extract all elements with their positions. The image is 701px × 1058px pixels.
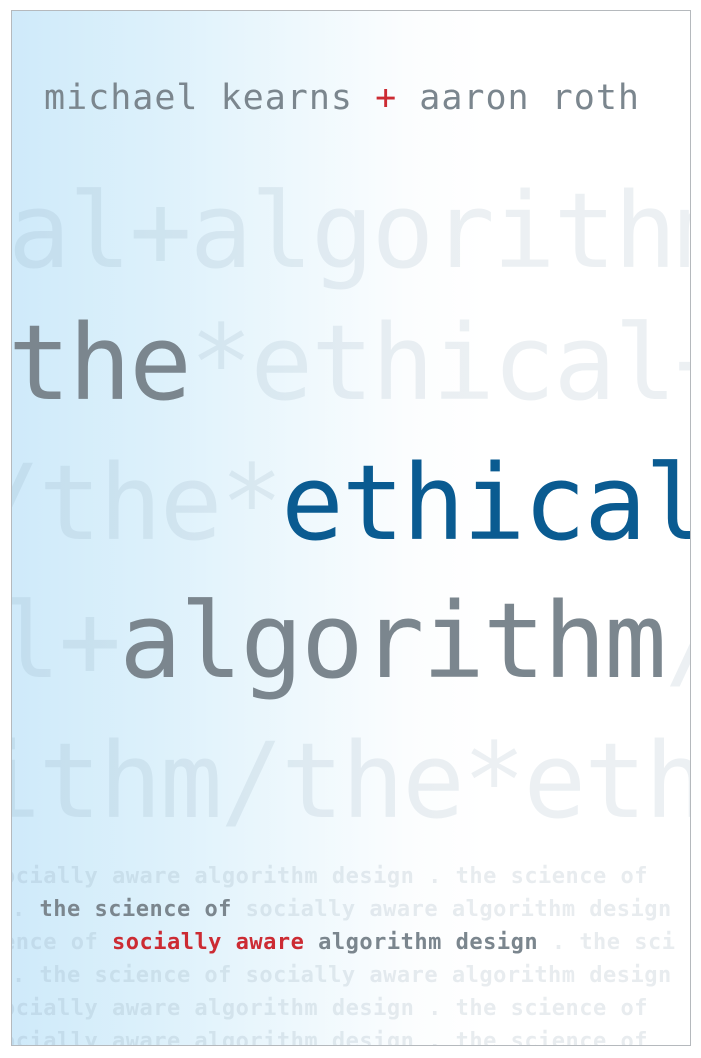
authors-line: michael kearns + aaron roth [44,81,640,116]
background-text: / [665,580,690,702]
background-text: /the* [12,442,283,564]
subtitle-line-1: . the science of socially aware algorith… [12,899,672,921]
author-1: michael kearns [44,78,354,118]
subtitle-line-2: ence of socially aware algorithm design … [11,930,676,955]
background-text: ithm/the*eth [11,720,691,842]
pattern-line-1: ocially aware algorithm design . the sci… [11,864,649,889]
pattern-text: ence of [11,930,112,955]
title-row-3: l+algorithm/ [12,589,690,693]
pattern-line-4: . the science of socially aware algorith… [12,963,672,988]
background-row-5: ithm/the*eth [12,729,690,833]
subtitle-prefix: the science of [39,897,232,922]
title-the: the [11,302,192,424]
background-text: al+algorithm [11,170,691,292]
pattern-line-6: ocially aware algorithm design . the sci… [11,1029,649,1046]
background-row-1: al+algorithm [12,179,690,283]
subtitle-suffix: algorithm design [318,930,539,955]
title-algorithm: algorithm [119,580,667,702]
author-separator: + [375,78,398,118]
pattern-text: socially aware algorithm design [231,897,672,922]
background-text: *ethical+ [189,302,691,424]
pattern-line-5: ocially aware algorithm design . the sci… [11,996,649,1021]
pattern-text: . the sci [538,930,676,955]
title-ethical: ethical [281,442,691,564]
book-cover: michael kearns + aaron roth al+algorithm… [11,10,691,1046]
pattern-text: . [12,897,40,922]
author-2: aaron roth [419,78,640,118]
background-text: l+ [12,580,121,702]
subtitle-highlight: socially aware [111,930,305,955]
title-row-1: the*ethical+ [12,311,690,415]
title-row-2: /the*ethical [12,451,690,555]
